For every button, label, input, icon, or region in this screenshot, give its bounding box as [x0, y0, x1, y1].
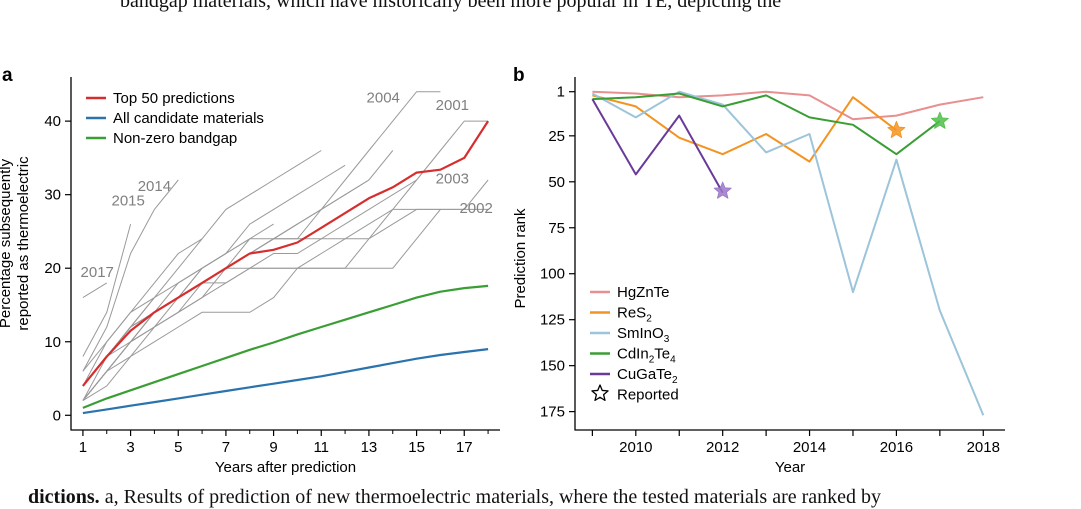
year-label-2014: 2014 [138, 178, 171, 195]
x-tick-label-1: 1 [79, 439, 87, 456]
panel-b-x-axis-label: Year [775, 459, 805, 476]
subscript: 2 [672, 375, 678, 386]
background-line-2017 [82, 282, 108, 299]
background-line-16 [82, 238, 203, 372]
series-line-smino3 [591, 90, 985, 416]
panel-a-y-axis-label-line1: Percentage subsequently [0, 158, 14, 328]
y-tick-label-25: 25 [548, 128, 565, 145]
legend-label-reported: Reported [617, 387, 679, 404]
y-tick-label-125: 125 [540, 312, 565, 329]
y-tick-label-50: 50 [548, 174, 565, 191]
y-tick-label-75: 75 [548, 220, 565, 237]
legend-label-cdin2te4: CdIn2Te4 [617, 346, 676, 366]
background-line-13 [82, 179, 489, 402]
subscript: 2 [646, 314, 652, 325]
reported-star-res2 [887, 120, 906, 138]
x-tick-label-2010: 2010 [619, 439, 652, 456]
y-tick-label-1: 1 [557, 84, 565, 101]
year-label-2017: 2017 [81, 264, 114, 281]
background-line-2014 [82, 179, 179, 372]
background-line-2002 [82, 208, 441, 401]
year-label-2003: 2003 [436, 171, 469, 188]
caption-bottom: dictions. a, Results of prediction of ne… [28, 486, 1081, 509]
panel-b-label: b [513, 65, 525, 86]
x-tick-label-2012: 2012 [706, 439, 739, 456]
formula-part: ReS [617, 305, 646, 322]
panel-b-y-axis-label: Prediction rank [512, 208, 529, 309]
background-line-2001 [82, 120, 489, 401]
background-line-9 [82, 179, 370, 401]
legend-label-non-zero-bandgap: Non-zero bandgap [113, 130, 237, 147]
legend-label-res2: ReS2 [617, 305, 652, 325]
series-line-non-zero-bandgap [82, 284, 489, 409]
panel-a-y-axis-label-line2: reported as thermoelectric [15, 156, 32, 331]
series-line-cugate2 [591, 98, 724, 194]
y-tick-label-150: 150 [540, 358, 565, 375]
subscript: 4 [670, 355, 676, 366]
y-tick-label-10: 10 [44, 334, 61, 351]
y-tick-label-40: 40 [44, 113, 61, 130]
legend-label-hgznte: HgZnTe [617, 284, 670, 301]
y-tick-label-30: 30 [44, 187, 61, 204]
series-line-all-candidate-materials [82, 348, 489, 415]
reported-star-cdin2te4 [930, 111, 949, 129]
year-label-2002: 2002 [459, 200, 492, 217]
legend-label-cugate2: CuGaTe2 [617, 366, 678, 386]
background-line-18 [82, 208, 489, 401]
year-label-2001: 2001 [436, 97, 469, 114]
formula-part: CdIn [617, 346, 649, 363]
year-label-2004: 2004 [367, 90, 400, 107]
reported-markers [713, 111, 949, 199]
y-tick-label-100: 100 [540, 266, 565, 283]
x-tick-label-15: 15 [408, 439, 425, 456]
caption-rest: a, Results of prediction of new thermoel… [99, 486, 882, 508]
year-label-2015: 2015 [112, 193, 145, 210]
background-line-17 [82, 297, 155, 401]
caption-bold: dictions. [28, 486, 100, 508]
x-tick-label-9: 9 [269, 439, 277, 456]
rank-series [591, 90, 985, 416]
x-tick-label-2014: 2014 [793, 439, 826, 456]
x-tick-label-2016: 2016 [880, 439, 913, 456]
formula-part: Te [654, 346, 670, 363]
series-line-top-50-predictions [82, 120, 490, 387]
panel-b: b 2010 2012 2014 2016 2018125507510012515017… [512, 65, 1005, 476]
legend-reported-star-icon [591, 384, 609, 402]
series-line-res2 [592, 94, 898, 163]
y-tick-label-20: 20 [44, 260, 61, 277]
x-tick-label-7: 7 [222, 439, 230, 456]
reported-star-cugate2 [713, 181, 732, 199]
series-line-cdin2te4 [592, 92, 941, 156]
panel-a-x-axis-label: Years after prediction [215, 459, 356, 476]
background-line-2015 [82, 223, 132, 357]
y-tick-label-175: 175 [540, 404, 565, 421]
panel-a-legend: Top 50 predictions All candidate material… [86, 90, 264, 147]
formula-part: CuGaTe [617, 366, 672, 383]
background-line-12 [82, 223, 274, 387]
x-tick-label-13: 13 [361, 439, 378, 456]
y-tick-label-0: 0 [53, 407, 61, 424]
x-tick-label-11: 11 [313, 439, 329, 456]
legend-label-top-50-predictions: Top 50 predictions [113, 90, 235, 107]
panel-a-label: a [2, 65, 13, 86]
formula-part: SmInO [617, 325, 664, 342]
x-tick-label-2018: 2018 [967, 439, 1000, 456]
subscript: 2 [649, 355, 655, 366]
x-tick-label-3: 3 [126, 439, 134, 456]
formula-part: HgZnTe [617, 284, 670, 301]
main-series [82, 120, 490, 415]
x-tick-label-17: 17 [456, 439, 473, 456]
legend-label-all-candidate-materials: All candidate materials [113, 110, 264, 127]
x-tick-label-5: 5 [174, 439, 182, 456]
caption-top: bandgap materials, which have historical… [120, 0, 782, 12]
legend-label-smino3: SmInO3 [617, 325, 670, 345]
subscript: 3 [664, 334, 670, 345]
